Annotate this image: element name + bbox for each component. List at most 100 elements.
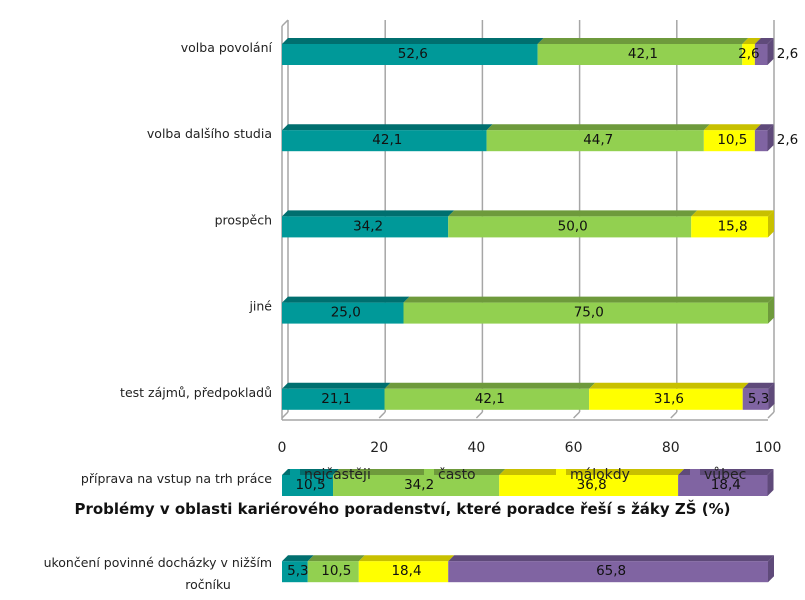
bar-segment	[282, 130, 487, 152]
bar-top-nejčastěji	[282, 210, 455, 217]
bar-top-vůbec	[754, 38, 774, 44]
bar-top-málokdy	[589, 382, 749, 389]
bar-segment	[282, 216, 449, 238]
bar-side	[767, 124, 774, 152]
bar-top-vůbec	[742, 382, 775, 389]
x-tick-label: 100	[755, 440, 782, 456]
data-label: 42,1	[372, 132, 402, 148]
bar-segment	[307, 561, 359, 583]
x-tick-label: 20	[370, 440, 388, 456]
data-label: 2,6	[777, 132, 798, 148]
category-label: volba povolání	[181, 40, 273, 55]
data-label: 42,1	[475, 391, 505, 407]
x-tick-label: 80	[662, 440, 680, 456]
bar-segment	[754, 130, 768, 152]
data-label: 44,7	[583, 132, 613, 148]
x-tick-label: 60	[565, 440, 583, 456]
bar-top-nejčastěji	[282, 296, 410, 303]
bar-top-málokdy	[691, 210, 774, 217]
x-tick-label: 0	[278, 440, 287, 456]
category-label: ukončení povinné docházky v nižším	[44, 555, 272, 570]
bar-top-vůbec	[448, 555, 774, 562]
bar-top-často	[403, 296, 774, 303]
data-label: 50,0	[558, 218, 588, 234]
bar-top-často	[307, 555, 365, 562]
bar-segment	[691, 216, 768, 238]
gridline-floor	[281, 411, 289, 419]
bar-top-vůbec	[678, 469, 774, 475]
data-label: 2,6	[738, 46, 759, 62]
chart-title: Problémy v oblasti kariérového poradenst…	[74, 500, 731, 518]
data-label: 42,1	[628, 46, 658, 62]
data-label: 36,8	[577, 477, 607, 493]
bar-side	[768, 382, 775, 410]
bar-side	[768, 296, 774, 324]
data-label: 15,8	[718, 218, 748, 234]
x-tick-label: 40	[467, 440, 485, 456]
bar-segment	[703, 130, 755, 152]
bar-segment	[282, 561, 308, 583]
bar-top-často	[448, 210, 698, 217]
bar-side	[767, 38, 774, 65]
bar-top-vůbec	[754, 124, 774, 131]
bar-segment	[384, 388, 590, 410]
category-label: ročníku	[185, 577, 231, 592]
bar-side	[768, 555, 774, 583]
legend-swatch	[690, 469, 700, 479]
bar-segment	[403, 302, 768, 324]
category-labels: volba povolání volba dalšího studia prospě…	[44, 40, 273, 592]
category-label: příprava na vstup na trh práce	[81, 471, 272, 486]
category-label: prospěch	[215, 212, 272, 227]
data-label: 25,0	[331, 305, 361, 321]
bar-segment	[282, 44, 538, 65]
bar-top-často	[384, 382, 596, 389]
bar-segment	[589, 388, 743, 410]
bar-segment	[678, 475, 768, 496]
bar-segment	[282, 388, 385, 410]
legend-swatch	[424, 469, 434, 479]
bar-top-nejčastěji	[282, 382, 391, 389]
bar-segment	[333, 475, 500, 496]
data-label: 65,8	[596, 563, 626, 579]
bar-segment	[754, 44, 768, 65]
bar-segment	[537, 44, 743, 65]
bar-top-málokdy	[499, 469, 685, 475]
x-axis-ticks: 0 20 40 60 80 100	[278, 440, 782, 456]
bar-side	[768, 210, 774, 238]
left-wall-top	[281, 19, 289, 27]
legend-swatch	[556, 469, 566, 479]
category-label: test zájmů, předpokladů	[120, 385, 272, 400]
data-label: 2,6	[777, 46, 798, 62]
data-label: 21,1	[321, 391, 351, 407]
bar-segment	[448, 216, 692, 238]
data-label: 31,6	[654, 391, 684, 407]
data-label: 34,2	[404, 477, 434, 493]
data-label: 5,3	[748, 391, 769, 407]
legend-swatch	[290, 469, 300, 479]
data-label: 52,6	[398, 46, 428, 62]
gridline-floor	[475, 411, 483, 419]
bar-top-málokdy	[742, 38, 761, 44]
bar-segment	[742, 44, 755, 65]
bar-segment	[499, 475, 679, 496]
bar-top-nejčastěji	[282, 124, 493, 131]
data-label: 5,3	[287, 563, 308, 579]
legend-label: nejčastěji	[304, 467, 371, 483]
legend: nejčastěji často málokdy vůbec	[290, 467, 746, 483]
data-label: 10,5	[717, 132, 747, 148]
legend-label: často	[438, 467, 476, 483]
data-label: 18,4	[711, 477, 741, 493]
gridline-floor	[670, 411, 678, 419]
gridline-floor	[573, 411, 581, 419]
bar-top-nejčastěji	[282, 555, 314, 562]
gridline-floor	[767, 411, 775, 419]
data-label: 18,4	[391, 563, 421, 579]
bar-segment	[486, 130, 704, 152]
bar-segment	[742, 388, 769, 410]
bar-top-málokdy	[358, 555, 455, 562]
legend-label: málokdy	[570, 467, 630, 483]
bar-segment	[282, 475, 334, 496]
bar-segment	[282, 302, 404, 324]
data-label: 34,2	[353, 218, 383, 234]
